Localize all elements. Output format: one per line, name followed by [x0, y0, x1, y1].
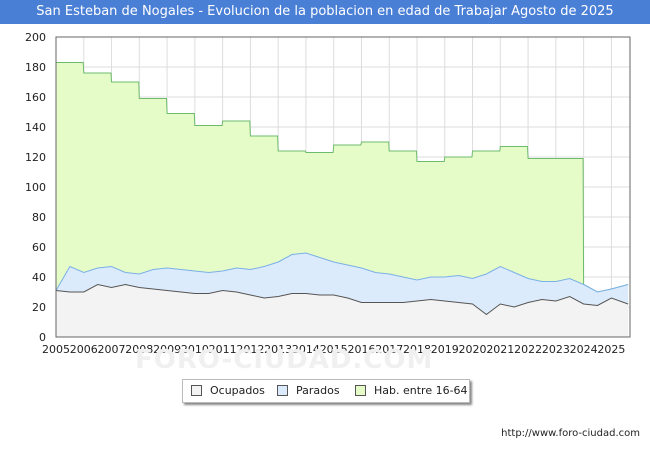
- x-tick-label: 2024: [570, 343, 598, 356]
- x-tick-label: 2013: [264, 343, 292, 356]
- x-tick-label: 2022: [514, 343, 542, 356]
- x-tick-label: 2005: [42, 343, 70, 356]
- x-tick-label: 2015: [320, 343, 348, 356]
- y-tick-label: 80: [32, 211, 46, 224]
- y-tick-label: 100: [25, 181, 46, 194]
- x-tick-label: 2006: [70, 343, 98, 356]
- legend-item-ocupados: Ocupados: [191, 384, 265, 397]
- y-tick-label: 120: [25, 151, 46, 164]
- series-area-hab: [56, 62, 629, 337]
- legend-label-ocupados: Ocupados: [210, 384, 265, 397]
- x-tick-label: 2009: [153, 343, 181, 356]
- series-line-parados: [55, 252, 629, 293]
- y-tick-label: 60: [32, 241, 46, 254]
- series-area-ocupados: [56, 284, 629, 337]
- plot-border: [55, 36, 631, 338]
- y-tick-label: 180: [25, 61, 46, 74]
- watermark: FORO-CIUDAD.COM: [135, 345, 434, 375]
- legend-swatch-parados: [277, 385, 288, 396]
- x-tick-label: 2020: [459, 343, 487, 356]
- x-tick-label: 2019: [431, 343, 459, 356]
- series-line-ocupados: [55, 283, 629, 316]
- legend-item-parados: Parados: [277, 384, 340, 397]
- footer-url[interactable]: http://www.foro-ciudad.com: [501, 428, 640, 439]
- x-tick-label: 2010: [181, 343, 209, 356]
- y-tick-label: 140: [25, 121, 46, 134]
- x-tick-label: 2023: [542, 343, 570, 356]
- x-tick-label: 2014: [292, 343, 320, 356]
- chart-title: San Esteban de Nogales - Evolucion de la…: [0, 0, 650, 24]
- legend-item-hab: Hab. entre 16-64: [355, 384, 468, 397]
- x-tick-label: 2025: [597, 343, 625, 356]
- x-tick-label: 2021: [486, 343, 514, 356]
- x-tick-label: 2008: [125, 343, 153, 356]
- x-tick-label: 2016: [347, 343, 375, 356]
- legend-swatch-hab: [355, 385, 366, 396]
- y-tick-label: 200: [25, 31, 46, 44]
- y-tick-label: 160: [25, 91, 46, 104]
- y-tick-label: 20: [32, 301, 46, 314]
- x-tick-label: 2018: [403, 343, 431, 356]
- legend-label-parados: Parados: [296, 384, 340, 397]
- x-tick-label: 2007: [98, 343, 126, 356]
- series-areas: [55, 62, 629, 337]
- y-tick-label: 40: [32, 271, 46, 284]
- legend-label-hab: Hab. entre 16-64: [374, 384, 468, 397]
- legend: Ocupados Parados Hab. entre 16-64: [182, 379, 470, 403]
- x-tick-label: 2017: [375, 343, 403, 356]
- series-line-hab: [56, 62, 629, 293]
- x-tick-label: 2012: [236, 343, 264, 356]
- legend-swatch-ocupados: [191, 385, 202, 396]
- x-tick-label: 2011: [209, 343, 237, 356]
- y-tick-label: 0: [39, 331, 46, 344]
